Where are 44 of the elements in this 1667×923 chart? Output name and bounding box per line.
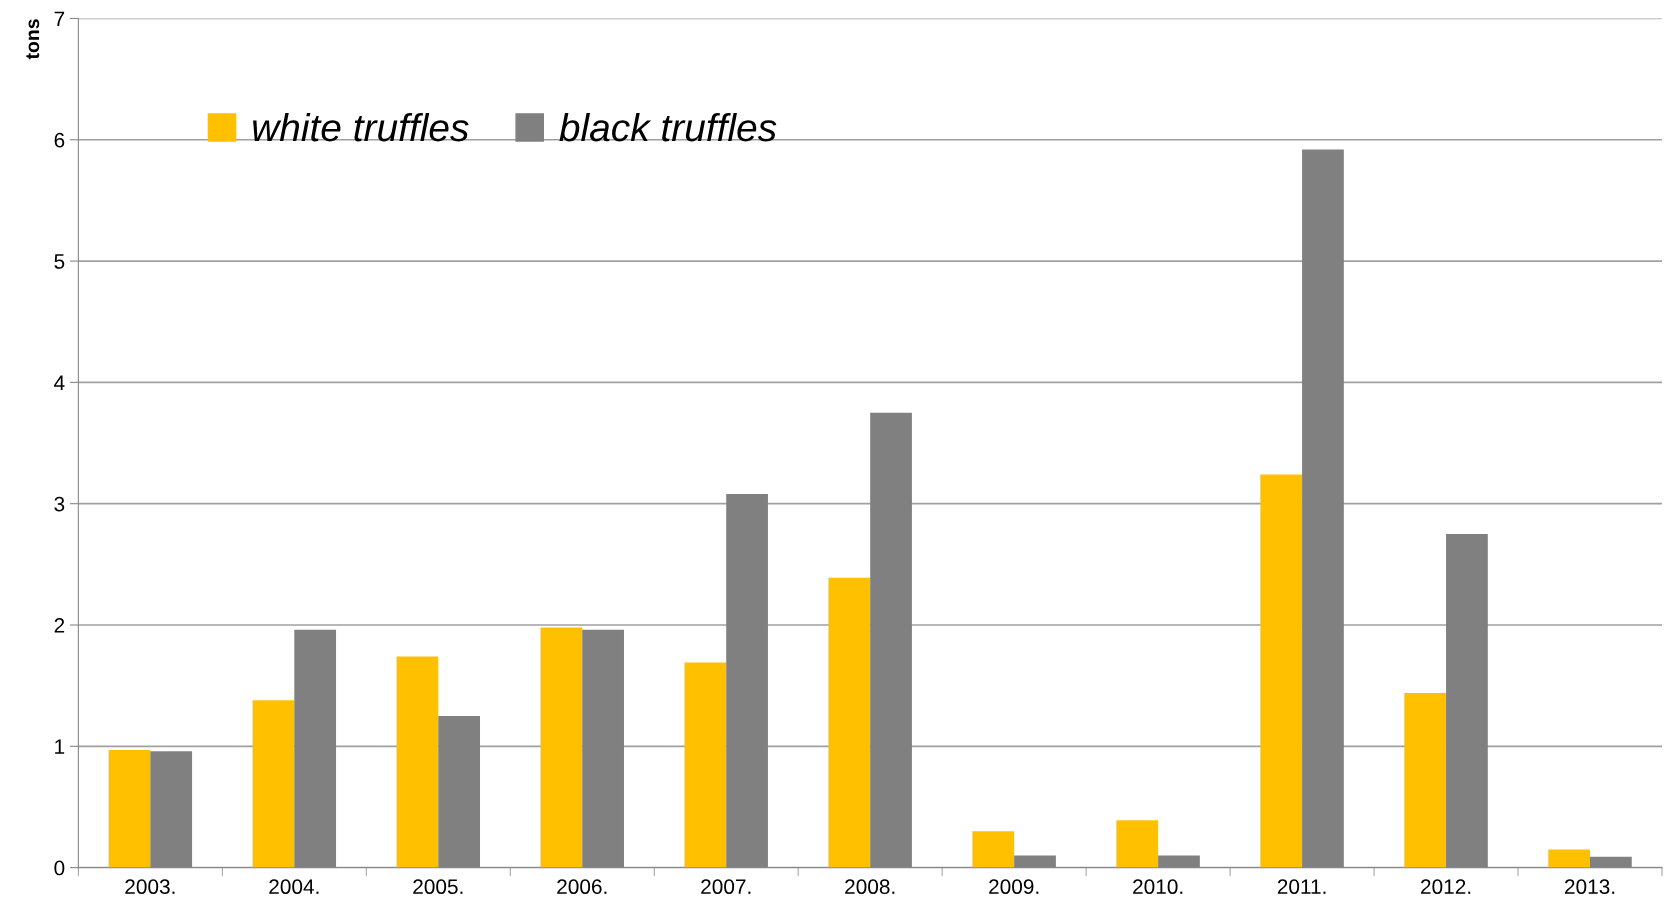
x-tick-label: 2005. — [413, 879, 463, 895]
y-tick-label: 4 — [54, 375, 65, 390]
bar — [108, 749, 151, 868]
x-tick-label: 2004. — [269, 879, 319, 895]
bar — [1302, 149, 1344, 868]
bar — [726, 493, 768, 868]
y-tick-label: 7 — [54, 11, 65, 27]
x-tick-label: 2008. — [845, 879, 895, 895]
x-tick-label: 2009. — [989, 879, 1039, 895]
x-tick-label: 2003. — [125, 879, 175, 895]
bar — [870, 412, 912, 868]
bar — [1404, 692, 1447, 868]
bar — [1014, 855, 1056, 868]
y-tick-label: 6 — [54, 132, 65, 148]
x-tick-label: 2010. — [1133, 879, 1183, 895]
legend-label: white truffles — [253, 112, 469, 142]
x-tick-label: 2006. — [557, 879, 607, 895]
bar — [1548, 849, 1591, 868]
bar — [294, 629, 337, 868]
bar — [684, 662, 727, 868]
bar — [438, 715, 481, 868]
bar — [972, 831, 1015, 868]
x-tick-label: 2007. — [701, 879, 751, 895]
bar — [582, 629, 624, 868]
bar — [1446, 534, 1488, 868]
x-tick-label: 2011. — [1277, 879, 1326, 895]
y-axis-title: tons — [26, 19, 40, 60]
bar — [828, 577, 871, 868]
y-tick-label: 2 — [54, 618, 65, 633]
bar — [540, 627, 583, 868]
y-tick-label: 0 — [54, 860, 65, 876]
x-tick-label: 2013. — [1565, 879, 1615, 895]
bar — [252, 700, 295, 868]
x-tick-label: 2012. — [1421, 879, 1471, 895]
y-tick-label: 1 — [55, 739, 65, 754]
bar — [1158, 855, 1200, 868]
legend-label: black truffles — [559, 112, 777, 142]
bar — [1116, 820, 1159, 868]
bar — [396, 656, 439, 868]
bar — [150, 751, 193, 868]
bar — [1590, 856, 1632, 868]
y-tick-label: 3 — [54, 496, 65, 512]
bar — [1260, 474, 1303, 868]
y-tick-label: 5 — [54, 254, 65, 269]
